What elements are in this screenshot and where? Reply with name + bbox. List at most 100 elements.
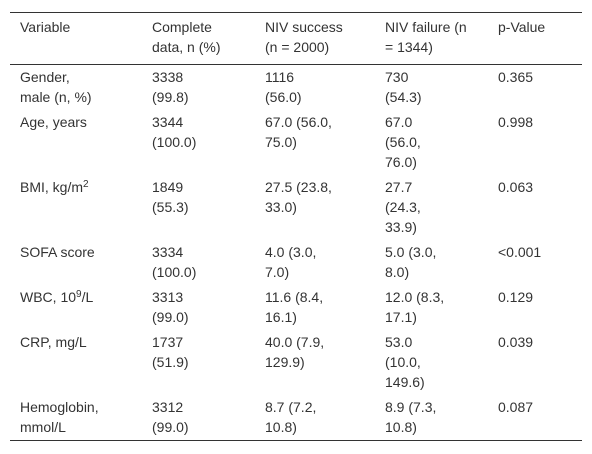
cell-line: WBC, 109/L <box>20 287 134 307</box>
table-cell: WBC, 109/L <box>10 285 142 330</box>
cell-line: 7.0) <box>265 264 290 280</box>
cell-line: 8.0) <box>385 264 410 280</box>
superscript: 2 <box>83 179 89 190</box>
cell-line: data, n (%) <box>152 39 221 55</box>
cell-line: 4.0 (3.0, <box>265 244 317 260</box>
table-cell: 67.0 (56.0, 75.0) <box>255 110 375 175</box>
table-cell: 3344 (100.0) <box>142 110 255 175</box>
cell-line: (99.0) <box>152 419 189 435</box>
cell-line: (99.8) <box>152 89 189 105</box>
cell-line: NIV success <box>265 19 343 35</box>
cell-line: 11.6 (8.4, <box>265 289 324 305</box>
table-cell: 27.7 (24.3, 33.9) <box>375 175 488 240</box>
cell-line: 67.0 <box>385 114 413 130</box>
header-cell: p-Value <box>488 13 582 65</box>
cell-line: 3313 <box>152 289 184 305</box>
cell-line: 0.129 <box>498 289 534 305</box>
table-cell: 67.0 (56.0, 76.0) <box>375 110 488 175</box>
cell-line: (10.0, <box>385 354 421 370</box>
cell-line: 27.7 <box>385 179 413 195</box>
cell-line: 5.0 (3.0, <box>385 244 437 260</box>
table-cell: 730 (54.3) <box>375 65 488 111</box>
table-cell: 1737 (51.9) <box>142 330 255 395</box>
table-cell: 8.7 (7.2, 10.8) <box>255 395 375 441</box>
cell-line: 53.0 <box>385 334 413 350</box>
table-cell: 4.0 (3.0, 7.0) <box>255 240 375 285</box>
header-cell: Complete data, n (%) <box>142 13 255 65</box>
table-header: Variable Complete data, n (%) NIV success (n… <box>10 12 582 65</box>
header-cell: Variable <box>10 13 142 65</box>
cell-line: 12.0 (8.3, <box>385 289 445 305</box>
cell-line: (56.0, <box>385 134 421 150</box>
table-cell: SOFA score <box>10 240 142 285</box>
table-row: BMI, kg/m2 1849 (55.3) 27.5 (23.8, 33.0) 27.7… <box>10 175 582 240</box>
header-cell: NIV success (n = 2000) <box>255 13 375 65</box>
cell-line: (55.3) <box>152 199 189 215</box>
table-cell: 1116 (56.0) <box>255 65 375 111</box>
cell-line: 3312 <box>152 399 184 415</box>
table-cell: 3338 (99.8) <box>142 65 255 111</box>
cell-line: Age, years <box>20 114 87 130</box>
cell-line: (100.0) <box>152 264 197 280</box>
cell-line: p-Value <box>498 19 546 35</box>
table-cell: 11.6 (8.4, 16.1) <box>255 285 375 330</box>
cell-line: (51.9) <box>152 354 189 370</box>
cell-line: (99.0) <box>152 309 189 325</box>
table-cell: 8.9 (7.3, 10.8) <box>375 395 488 441</box>
table-cell: 3313 (99.0) <box>142 285 255 330</box>
table-cell: 53.0 (10.0, 149.6) <box>375 330 488 395</box>
cell-line: 8.7 (7.2, <box>265 399 317 415</box>
table-cell: 1849 (55.3) <box>142 175 255 240</box>
cell-line: 17.1) <box>385 309 417 325</box>
cell-text: WBC, 10 <box>20 289 77 305</box>
cell-line: (24.3, <box>385 199 421 215</box>
cell-line: 0.998 <box>498 114 534 130</box>
table-cell: 3312 (99.0) <box>142 395 255 441</box>
cell-line: 10.8) <box>385 419 417 435</box>
cell-line: 67.0 (56.0, <box>265 114 332 130</box>
table-cell: 3334 (100.0) <box>142 240 255 285</box>
table-row: Hemoglobin, mmol/L 3312 (99.0) 8.7 (7.2, 10.8… <box>10 395 582 441</box>
cell-line: 10.8) <box>265 419 297 435</box>
cell-line: (100.0) <box>152 134 197 150</box>
cell-line: CRP, mg/L <box>20 334 87 350</box>
cell-text: BMI, kg/m <box>20 179 84 195</box>
cell-line: Variable <box>20 19 71 35</box>
cell-line: 730 <box>385 69 409 85</box>
cell-line: SOFA score <box>20 244 95 260</box>
cell-line: 149.6) <box>385 374 425 390</box>
table-cell: Hemoglobin, mmol/L <box>10 395 142 441</box>
cell-line: 1116 <box>265 69 295 85</box>
cell-line: 1737 <box>152 334 184 350</box>
cell-line: 16.1) <box>265 309 297 325</box>
header-cell: NIV failure (n = 1344) <box>375 13 488 65</box>
cell-line: 0.039 <box>498 334 534 350</box>
table-row: SOFA score 3334 (100.0) 4.0 (3.0, 7.0) 5.0 (3… <box>10 240 582 285</box>
cell-line: 3344 <box>152 114 184 130</box>
cell-line: = 1344) <box>385 39 433 55</box>
cell-line: 3338 <box>152 69 184 85</box>
table-cell: 0.087 <box>488 395 582 441</box>
cell-line: Hemoglobin, <box>20 399 99 415</box>
cell-line: Complete <box>152 19 212 35</box>
cell-line: 1849 <box>152 179 184 195</box>
cell-line: 33.9) <box>385 219 417 235</box>
cell-line: 129.9) <box>265 354 305 370</box>
cell-line: (n = 2000) <box>265 39 330 55</box>
table-cell: 27.5 (23.8, 33.0) <box>255 175 375 240</box>
table-row: Age, years 3344 (100.0) 67.0 (56.0, 75.0) 67.… <box>10 110 582 175</box>
cell-line: 8.9 (7.3, <box>385 399 437 415</box>
cell-line: 75.0) <box>265 134 297 150</box>
table-cell: 0.039 <box>488 330 582 395</box>
table-cell: BMI, kg/m2 <box>10 175 142 240</box>
cell-line: 0.063 <box>498 179 534 195</box>
cell-line: 33.0) <box>265 199 297 215</box>
table-row: WBC, 109/L 3313 (99.0) 11.6 (8.4, 16.1) 12.0 … <box>10 285 582 330</box>
cell-text: /L <box>81 289 94 305</box>
table-cell: <0.001 <box>488 240 582 285</box>
cell-line: (56.0) <box>265 89 302 105</box>
cell-line: 27.5 (23.8, <box>265 179 332 195</box>
table-cell: 0.998 <box>488 110 582 175</box>
header-row: Variable Complete data, n (%) NIV success (n… <box>10 12 582 65</box>
